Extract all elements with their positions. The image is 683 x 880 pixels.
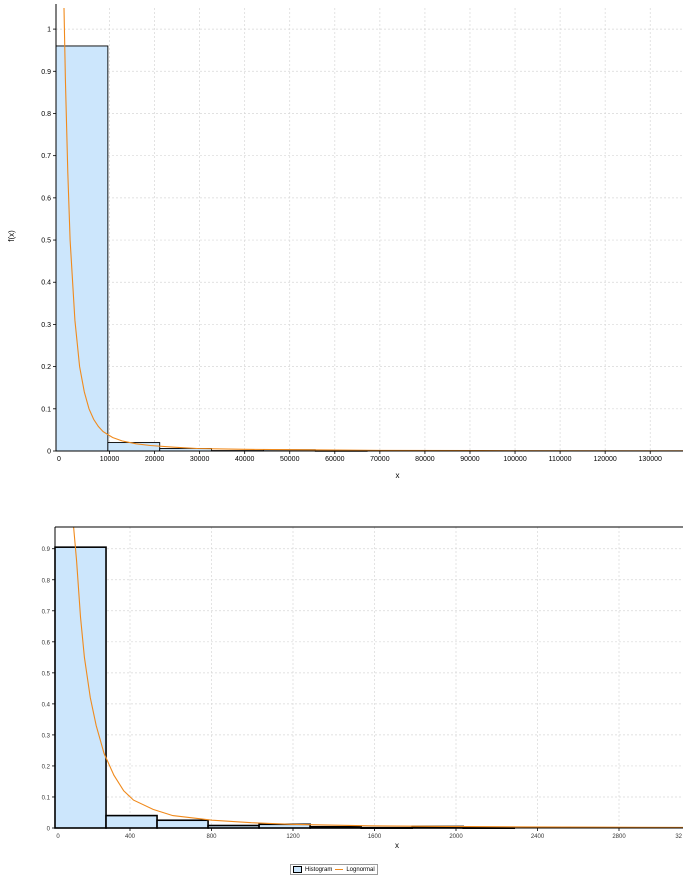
legend-histogram-swatch xyxy=(293,866,302,873)
legend-lognormal-swatch xyxy=(335,869,344,870)
chart-panel-1: 0 0.1 0.2 0.3 0.4 0.5 0.6 0.7 0.8 0.9 1 0 10000 20000… xyxy=(7,4,683,480)
y-tick-label: 1 xyxy=(47,27,51,34)
y-tick-label: 0.1 xyxy=(42,795,51,801)
x-tick-label: 60000 xyxy=(325,456,345,463)
legend-histogram-label: Histogram xyxy=(305,866,333,873)
lognormal-curve xyxy=(73,526,683,828)
legend-lognormal-label: Lognormal xyxy=(346,866,375,873)
x-tick-label: 110000 xyxy=(549,456,572,463)
histogram-bar xyxy=(156,819,209,829)
x-tick-label: 1200 xyxy=(286,834,300,840)
y-tick-label: 0.1 xyxy=(41,406,51,413)
y-tick-label: 0.6 xyxy=(41,195,51,202)
histogram-bar xyxy=(55,45,109,452)
x-tick-label: 30000 xyxy=(190,456,210,463)
x-axis-label: x xyxy=(396,471,400,480)
y-tick-label: 0.2 xyxy=(41,364,51,371)
x-tick-label: 2800 xyxy=(612,834,626,840)
y-tick-label: 0.6 xyxy=(42,640,51,646)
x-tick-label: 120000 xyxy=(593,456,616,463)
histogram-bar xyxy=(105,814,158,829)
x-tick-label: 70000 xyxy=(370,456,390,463)
x-tick-label: 800 xyxy=(206,834,217,840)
y-tick-label: 0 xyxy=(47,827,51,833)
chart-panel-2: 0 0.1 0.2 0.3 0.4 0.5 0.6 0.7 0.8 0.9 0 400 800 1200 1… xyxy=(42,526,683,850)
x-tick-label: 80000 xyxy=(415,456,435,463)
x-tick-label: 1600 xyxy=(368,834,382,840)
x-axis-label: x xyxy=(395,841,399,850)
y-tick-label: 0.3 xyxy=(41,322,51,329)
x-tick-label: 2400 xyxy=(531,834,545,840)
y-tick-label: 0.2 xyxy=(42,764,51,770)
x-tick-label: 0 xyxy=(56,834,60,840)
y-tick-label: 0.5 xyxy=(41,238,51,245)
y-axis-label: f(x) xyxy=(7,230,16,242)
x-tick-label: 20000 xyxy=(145,456,165,463)
y-tick-label: 0.7 xyxy=(42,609,51,615)
y-tick-label: 0 xyxy=(47,449,51,456)
legend: Histogram Lognormal xyxy=(290,864,378,875)
x-tick-label: 0 xyxy=(57,456,61,463)
x-tick-label: 50000 xyxy=(280,456,300,463)
x-tick-label: 400 xyxy=(125,834,136,840)
y-tick-label: 0.7 xyxy=(41,153,51,160)
y-tick-label: 0.8 xyxy=(41,111,51,118)
x-tick-label: 100000 xyxy=(503,456,526,463)
y-tick-label: 0.9 xyxy=(42,547,51,553)
x-tick-label: 40000 xyxy=(235,456,255,463)
x-tick-label: 90000 xyxy=(460,456,480,463)
y-tick-label: 0.9 xyxy=(41,69,51,76)
y-tick-label: 0.5 xyxy=(42,671,51,677)
lognormal-curve xyxy=(63,7,683,452)
x-tick-label: 32 xyxy=(675,834,682,840)
y-tick-label: 0.3 xyxy=(42,733,51,739)
histogram-bar xyxy=(54,546,107,829)
y-tick-label: 0.4 xyxy=(42,702,51,708)
x-tick-label: 2000 xyxy=(449,834,463,840)
x-tick-label: 130000 xyxy=(639,456,662,463)
y-tick-label: 0.4 xyxy=(41,280,51,287)
x-tick-label: 10000 xyxy=(100,456,120,463)
y-tick-label: 0.8 xyxy=(42,578,51,584)
